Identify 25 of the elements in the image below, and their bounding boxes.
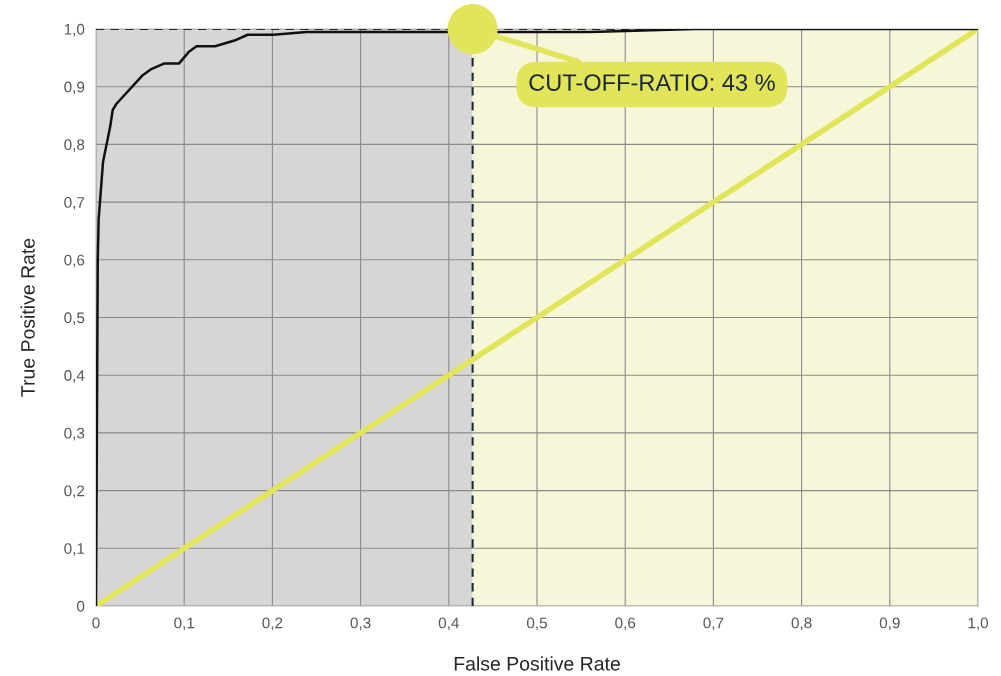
- y-tick-label: 0,1: [64, 543, 85, 556]
- x-tick-label: 0,7: [703, 617, 724, 631]
- x-tick-label: 0,6: [615, 617, 636, 631]
- x-tick-label: 1,0: [968, 617, 989, 631]
- y-tick-label: 0,4: [64, 370, 85, 383]
- y-tick-label: 0,9: [64, 81, 85, 95]
- x-axis-title: False Positive Rate: [454, 656, 620, 671]
- y-tick-label: 0,8: [64, 139, 85, 152]
- x-tick-label: 0: [92, 617, 100, 629]
- x-tick-label: 0,4: [438, 617, 459, 631]
- annotation: CUT-OFF-RATIO: 43 %: [529, 74, 775, 91]
- y-axis-title: True Positive Rate: [20, 238, 35, 397]
- y-tick-label: 0,3: [64, 427, 85, 441]
- y-tick-label: 0,7: [64, 196, 85, 210]
- y-tick-label: 1,0: [64, 23, 85, 37]
- x-tick-label: 0,3: [350, 617, 371, 631]
- x-tick-label: 0,5: [526, 617, 547, 631]
- y-tick-label: 0,2: [64, 485, 85, 499]
- y-tick-label: 0,6: [64, 254, 85, 268]
- x-tick-label: 0,2: [262, 617, 283, 631]
- y-tick-label: 0: [76, 600, 85, 612]
- x-tick-label: 0,9: [879, 617, 900, 631]
- y-tick-label: 0,5: [64, 312, 85, 325]
- x-tick-label: 0,8: [791, 617, 812, 631]
- x-tick-label: 0,1: [174, 617, 195, 631]
